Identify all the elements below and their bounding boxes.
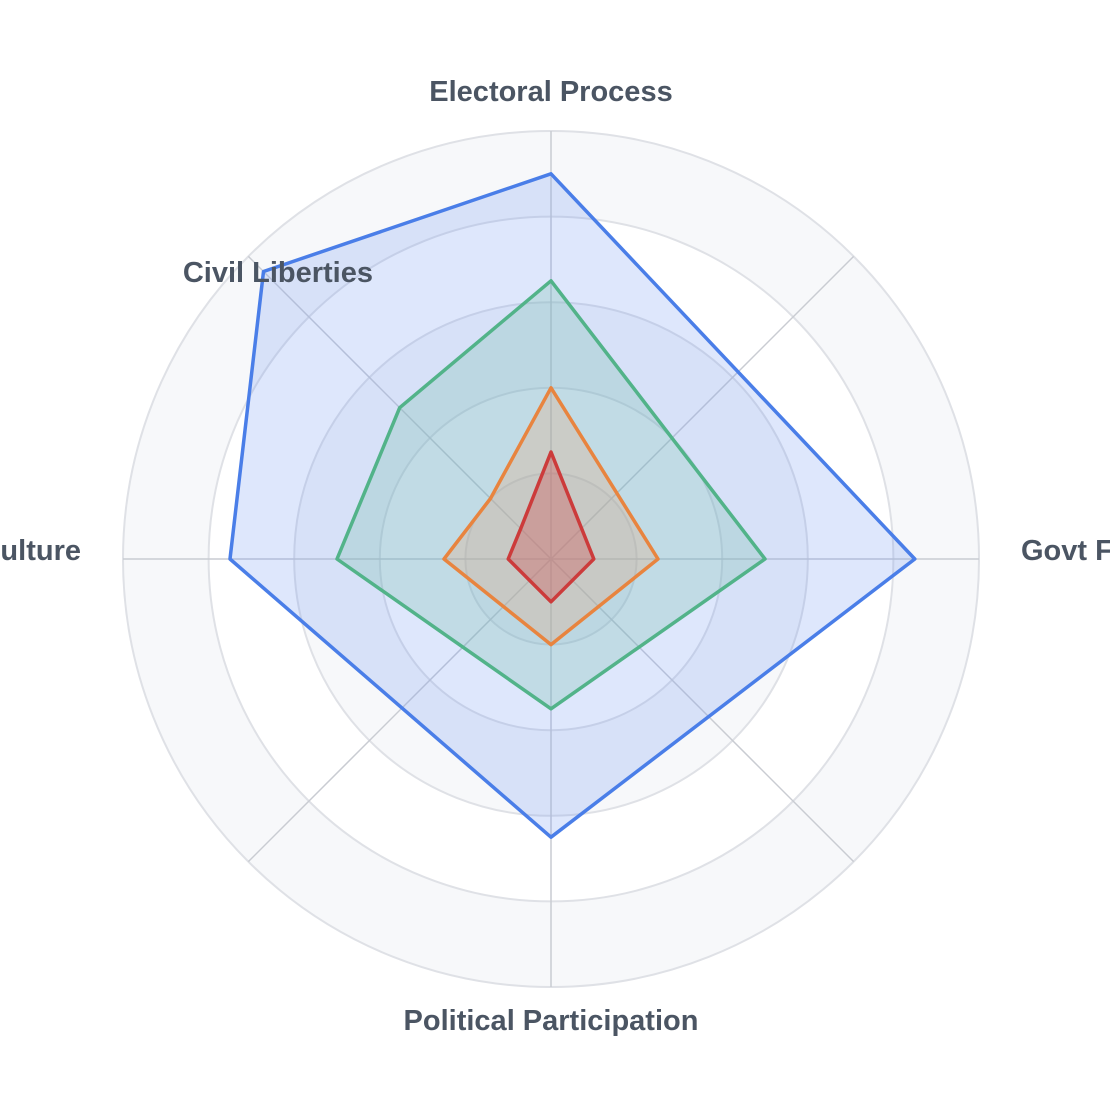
axis-label-govt-functioning: Govt Functioning	[1021, 535, 1110, 567]
series-layer	[228, 172, 917, 839]
axis-label-political-culture: Political Culture	[0, 535, 81, 567]
axis-spoke	[550, 255, 855, 560]
axis-label-civil-liberties: Civil Liberties	[183, 257, 373, 289]
series-polygon-4	[506, 450, 596, 604]
axis-labels: Electoral Process Govt Functioning Polit…	[0, 76, 1110, 1037]
axis-label-electoral-process: Electoral Process	[429, 76, 672, 108]
series-polygon-2	[335, 279, 767, 711]
axis-spoke	[550, 558, 855, 863]
axis-label-political-participation: Political Participation	[404, 1005, 699, 1037]
axis-spoke	[247, 558, 552, 863]
series-polygon-3	[442, 386, 660, 647]
